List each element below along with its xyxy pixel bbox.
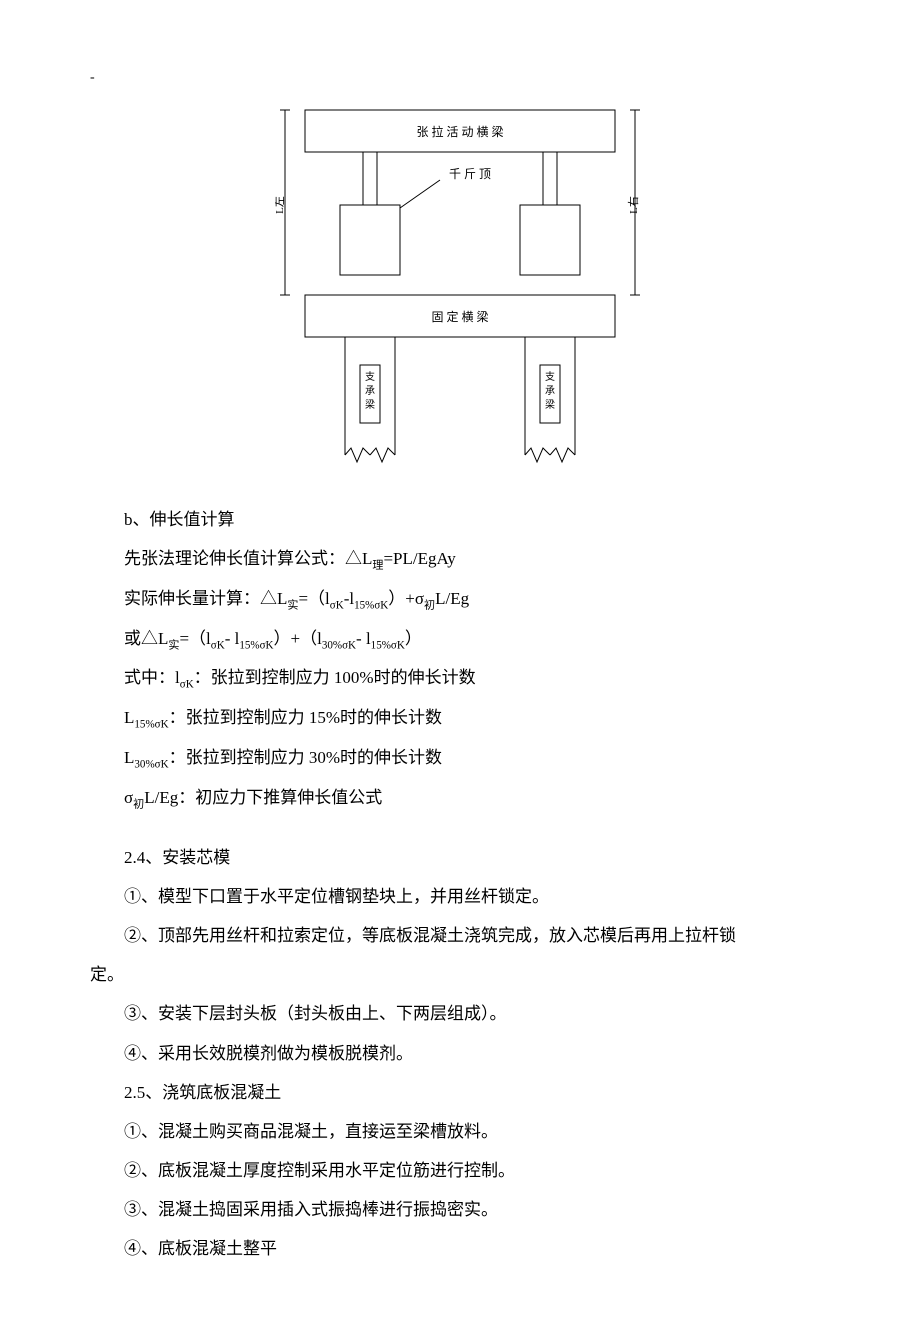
top-beam-label: 张 拉 活 动 横 梁	[416, 124, 503, 139]
item-2-4-1: ①、模型下口置于水平定位槽钢垫块上，并用丝杆锁定。	[90, 877, 830, 916]
definition-1: 式中：lσK：张拉到控制应力 100%时的伸长计数	[90, 658, 830, 698]
formula-1: 先张法理论伸长值计算公式：△L理=PL/EgAy	[90, 539, 830, 579]
svg-text:梁: 梁	[545, 398, 555, 411]
blank-line	[90, 818, 830, 838]
text-content: b、伸长值计算 先张法理论伸长值计算公式：△L理=PL/EgAy 实际伸长量计算…	[90, 500, 830, 1268]
item-2-5-3: ③、混凝土捣固采用插入式振捣棒进行振捣密实。	[90, 1190, 830, 1229]
document-page: - 张 拉 活 动 横 梁 L左 L右 千 斤 顶	[0, 0, 920, 1328]
section-b-title: b、伸长值计算	[90, 500, 830, 539]
definition-4: σ初L/Eg：初应力下推算伸长值公式	[90, 778, 830, 818]
l-right-label: L右	[626, 196, 640, 214]
definition-2: L15%σK：张拉到控制应力 15%时的伸长计数	[90, 698, 830, 738]
beam-diagram: 张 拉 活 动 横 梁 L左 L右 千 斤 顶	[275, 100, 645, 470]
item-2-5-1: ①、混凝土购买商品混凝土，直接运至梁槽放料。	[90, 1112, 830, 1151]
definition-3: L30%σK：张拉到控制应力 30%时的伸长计数	[90, 738, 830, 778]
jack-label: 千 斤 顶	[449, 167, 491, 181]
svg-text:支: 支	[545, 371, 555, 383]
l-left-label: L左	[275, 196, 286, 214]
item-2-4-3: ③、安装下层封头板（封头板由上、下两层组成）。	[90, 994, 830, 1033]
formula-2: 实际伸长量计算：△L实=（lσK-l15%σK）+σ初L/Eg	[90, 579, 830, 619]
fixed-beam-label: 固 定 横 梁	[431, 309, 488, 324]
item-2-4-4: ④、采用长效脱模剂做为模板脱模剂。	[90, 1034, 830, 1073]
diagram-container: 张 拉 活 动 横 梁 L左 L右 千 斤 顶	[275, 100, 645, 470]
svg-text:承: 承	[365, 385, 375, 397]
formula-3: 或△L实=（lσK- l15%σK）+（l30%σK- l15%σK）	[90, 619, 830, 659]
item-2-5-2: ②、底板混凝土厚度控制采用水平定位筋进行控制。	[90, 1151, 830, 1190]
section-2-4: 2.4、安装芯模	[90, 838, 830, 877]
svg-text:承: 承	[545, 385, 555, 397]
svg-text:梁: 梁	[365, 398, 375, 411]
item-2-5-4: ④、底板混凝土整平	[90, 1229, 830, 1268]
svg-text:支: 支	[365, 371, 375, 383]
item-2-4-2a: ②、顶部先用丝杆和拉索定位，等底板混凝土浇筑完成，放入芯模后再用上拉杆锁	[90, 916, 830, 955]
section-2-5: 2.5、浇筑底板混凝土	[90, 1073, 830, 1112]
page-dash: -	[90, 70, 95, 86]
item-2-4-2b: 定。	[90, 955, 830, 994]
